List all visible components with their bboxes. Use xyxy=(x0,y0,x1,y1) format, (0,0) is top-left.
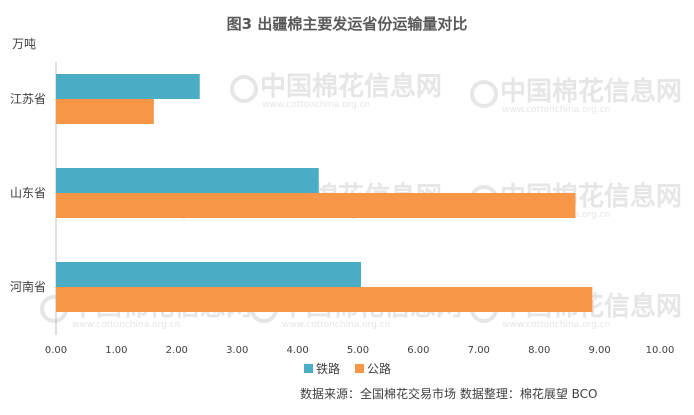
x-tick-label: 7.00 xyxy=(468,345,490,356)
watermark-subtext: www.cottonchina.org.cn xyxy=(72,320,180,330)
watermark-subtext: www.cottonchina.org.cn xyxy=(502,320,610,330)
x-tick-label: 2.00 xyxy=(166,345,188,356)
bar-rail-2 xyxy=(56,168,319,193)
x-tick-label: 6.00 xyxy=(407,345,429,356)
x-tick-label: 0.00 xyxy=(45,345,67,356)
legend-swatch-rail xyxy=(304,364,313,373)
watermark-subtext: www.cottonchina.org.cn xyxy=(502,105,610,115)
legend-label-road: 公路 xyxy=(367,361,391,376)
unit-label: 万吨 xyxy=(12,37,36,51)
legend: 铁路 公路 xyxy=(304,361,391,376)
watermark-text: 中国棉花信息网 xyxy=(500,76,682,107)
x-tick-label: 5.00 xyxy=(347,345,369,356)
bar-road-2 xyxy=(56,193,576,218)
legend-swatch-road xyxy=(355,364,364,373)
x-tick-label: 3.00 xyxy=(226,345,248,356)
category-label-3: 河南省 xyxy=(10,279,46,294)
chart-title: 图3 出疆棉主要发运省份运输量对比 xyxy=(227,15,468,33)
bar-road-1 xyxy=(56,99,154,124)
bar-rail-3 xyxy=(56,262,362,287)
x-tick-label: 8.00 xyxy=(528,345,550,356)
x-tick-label: 10.00 xyxy=(646,345,675,356)
source-note: 数据来源：全国棉花交易市场 数据整理：棉花展望 BCO xyxy=(300,386,597,401)
x-tick-label: 9.00 xyxy=(588,345,610,356)
x-tick-label: 4.00 xyxy=(286,345,308,356)
watermark-logo-icon xyxy=(230,75,258,103)
watermark-logo-icon xyxy=(470,80,498,108)
watermark-subtext: www.cottonchina.org.cn xyxy=(282,320,390,330)
watermark-text: 中国棉花信息网 xyxy=(260,71,442,102)
x-tick-labels: 0.00 1.00 2.00 3.00 4.00 5.00 6.00 7.00 8.00 9.00… xyxy=(45,345,674,356)
category-label-2: 山东省 xyxy=(10,186,46,200)
category-label-1: 江苏省 xyxy=(10,92,46,106)
watermark-subtext: www.cottonchina.org.cn xyxy=(262,100,370,110)
bar-road-3 xyxy=(56,287,593,312)
bar-rail-1 xyxy=(56,74,200,99)
bars-group xyxy=(56,74,593,312)
x-tick-label: 1.00 xyxy=(105,345,127,356)
legend-label-rail: 铁路 xyxy=(316,361,340,376)
